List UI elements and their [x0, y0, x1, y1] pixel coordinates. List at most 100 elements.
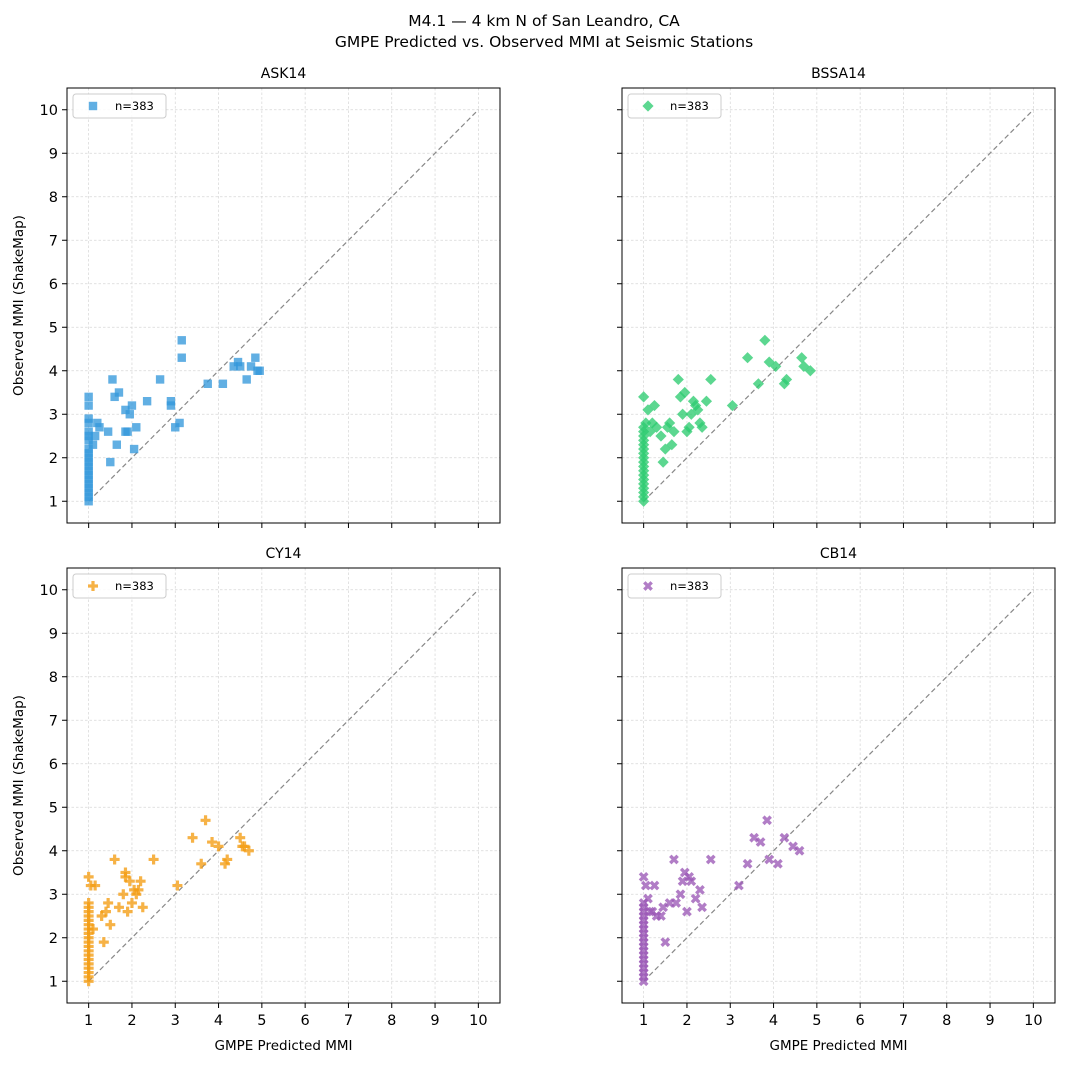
y-tick-label: 10	[40, 583, 58, 599]
data-point	[657, 456, 669, 468]
data-point	[105, 919, 116, 930]
legend: n=383	[72, 573, 167, 599]
data-point	[692, 404, 704, 416]
data-point	[100, 906, 111, 917]
data-point	[220, 858, 231, 869]
data-point	[726, 399, 739, 412]
data-points	[83, 815, 254, 987]
y-tick-label: 5	[49, 320, 58, 336]
subplot-title: CY14	[266, 546, 302, 562]
data-point	[103, 427, 113, 436]
y-tick-label: 5	[49, 800, 58, 816]
y-tick-label: 3	[49, 407, 58, 423]
x-tick-label: 2	[127, 1013, 136, 1029]
y-tick-label: 4	[49, 844, 58, 860]
data-point	[674, 391, 687, 403]
reference-line	[643, 589, 1034, 982]
data-point	[84, 427, 93, 436]
data-point	[773, 858, 783, 869]
data-point	[705, 373, 717, 386]
data-point	[90, 431, 100, 441]
data-point	[112, 440, 121, 449]
data-point	[755, 837, 766, 847]
data-points	[638, 334, 816, 507]
data-point	[759, 334, 771, 346]
data-point	[83, 897, 94, 908]
data-point	[246, 362, 256, 371]
data-point	[770, 360, 782, 372]
y-tick-label: 2	[49, 451, 58, 467]
data-point	[84, 462, 93, 471]
y-tick-label: 7	[49, 233, 58, 249]
data-point	[640, 417, 652, 429]
data-point	[696, 421, 708, 433]
data-point	[120, 871, 131, 882]
data-point	[84, 470, 93, 480]
data-point	[690, 893, 701, 904]
y-axis-label: Observed MMI (ShakeMap)	[11, 695, 27, 876]
data-point	[697, 902, 707, 913]
data-point	[88, 440, 98, 449]
reference-line	[643, 109, 1034, 502]
data-point	[659, 443, 671, 455]
y-tick-label: 2	[49, 931, 58, 947]
data-point	[98, 937, 109, 948]
data-point	[804, 365, 816, 377]
legend-box	[72, 93, 167, 119]
x-tick-label: 5	[812, 1013, 821, 1029]
data-point	[84, 414, 93, 423]
legend-box	[72, 573, 167, 599]
x-tick-label: 10	[469, 1013, 487, 1029]
data-point	[122, 906, 133, 917]
data-point	[235, 832, 246, 843]
legend: n=383	[72, 93, 167, 119]
data-point	[166, 401, 176, 410]
data-point	[679, 386, 691, 399]
data-point	[84, 479, 93, 489]
reference-line	[88, 589, 479, 982]
data-point	[84, 475, 93, 484]
legend: n=383	[627, 573, 722, 599]
y-tick-label: 8	[49, 190, 58, 206]
x-tick-label: 8	[387, 1013, 396, 1029]
y-tick-label: 8	[49, 670, 58, 686]
data-point	[103, 897, 114, 908]
subplot-title: BSSA14	[811, 66, 866, 82]
data-point	[129, 444, 139, 454]
legend-label: n=383	[670, 99, 709, 113]
data-point	[148, 854, 159, 865]
data-point	[640, 880, 651, 891]
data-point	[671, 898, 682, 908]
data-point	[794, 845, 805, 856]
data-point	[84, 444, 93, 454]
subplot-title: CB14	[820, 546, 857, 562]
data-point	[118, 889, 129, 900]
subplot-cb14: 1 2 3 4 5 6 7 8 9 10 CB14 GMPE Predicted MMI n=383	[617, 546, 1056, 1054]
data-point	[700, 395, 713, 407]
data-point	[683, 421, 695, 433]
data-point	[166, 397, 176, 406]
x-axis-label: GMPE Predicted MMI	[769, 1038, 907, 1054]
data-point	[124, 876, 135, 887]
y-tick-label: 9	[49, 146, 58, 162]
x-tick-label: 6	[856, 1013, 865, 1029]
data-point	[664, 417, 676, 429]
data-point	[187, 832, 198, 843]
data-point	[113, 902, 124, 913]
legend-marker	[643, 581, 653, 591]
x-tick-label: 7	[899, 1013, 908, 1029]
y-axis-label: Observed MMI (ShakeMap)	[11, 215, 27, 396]
data-point	[84, 492, 93, 502]
data-point	[752, 378, 764, 390]
data-point	[669, 854, 679, 865]
subplot-cy14: 1 2 3 4 5 6 7 8 9 10 1 2 3 4 5 6 7 8 9 10 CY14 GMPE Predicted…	[11, 546, 501, 1054]
subplot-ask14: 1 2 3 4 5 6 7 8 9 10 ASK14 Observed MMI (ShakeMap) n…	[11, 66, 501, 528]
legend-label: n=383	[115, 579, 154, 593]
legend: n=383	[627, 93, 722, 119]
figure-title-line-2: GMPE Predicted vs. Observed MMI at Seism…	[335, 33, 753, 51]
y-tick-label: 9	[49, 626, 58, 642]
data-point	[222, 854, 233, 865]
data-point	[649, 880, 660, 891]
x-tick-label: 7	[344, 1013, 353, 1029]
x-tick-label: 3	[171, 1013, 180, 1029]
